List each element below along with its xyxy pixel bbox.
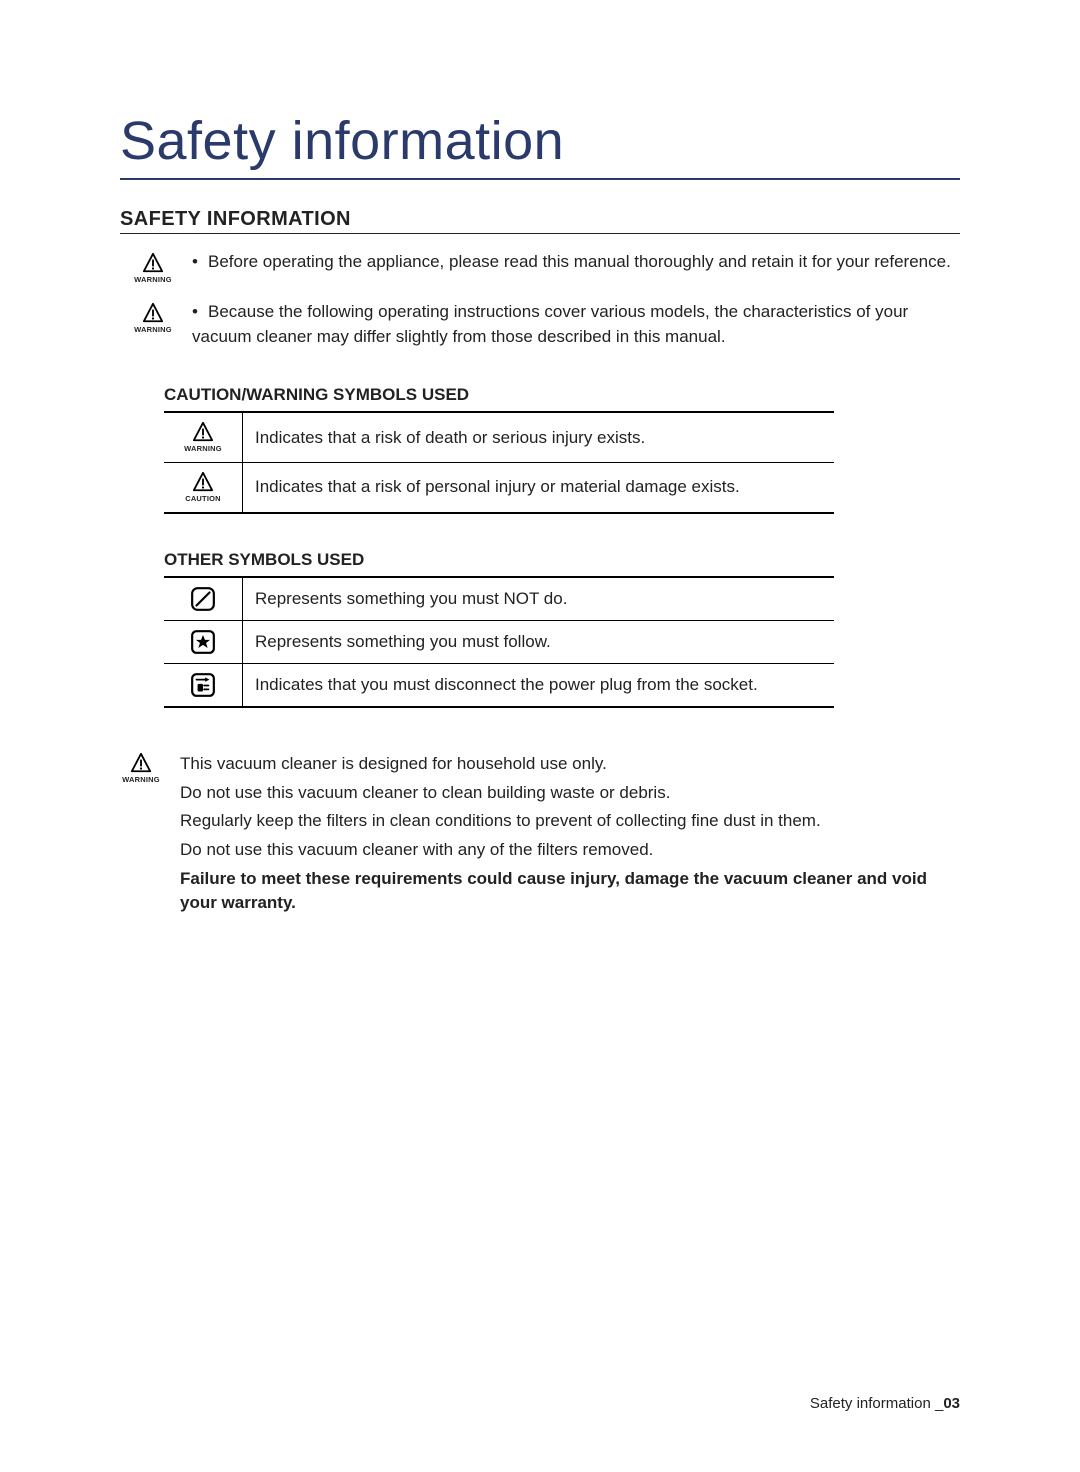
table-desc-cell: Indicates that you must disconnect the p… — [243, 663, 835, 707]
table-desc-cell: Indicates that a risk of personal injury… — [243, 463, 835, 513]
intro-item: WARNING •Because the following operating… — [120, 300, 960, 349]
subheading-other: OTHER SYMBOLS USED — [164, 550, 960, 570]
warning-icon: WARNING — [132, 252, 174, 284]
warning-paragraph: WARNING This vacuum cleaner is designed … — [120, 752, 960, 920]
warning-icon: WARNING — [120, 752, 162, 784]
other-symbols-table: Represents something you must NOT do. Re… — [164, 576, 834, 708]
intro-text: •Because the following operating instruc… — [192, 300, 960, 349]
table-icon-cell — [164, 577, 243, 621]
table-icon-cell — [164, 620, 243, 663]
table-desc-cell: Represents something you must NOT do. — [243, 577, 835, 621]
warning-text: This vacuum cleaner is designed for hous… — [180, 752, 960, 920]
caution-symbols-table: WARNING Indicates that a risk of death o… — [164, 411, 834, 514]
intro-item: WARNING •Before operating the appliance,… — [120, 250, 960, 284]
table-icon-cell — [164, 663, 243, 707]
subheading-caution: CAUTION/WARNING SYMBOLS USED — [164, 385, 960, 405]
star-box-icon — [190, 629, 216, 655]
unplug-box-icon — [190, 672, 216, 698]
table-desc-cell: Indicates that a risk of death or seriou… — [243, 412, 835, 462]
intro-text: •Before operating the appliance, please … — [192, 250, 960, 275]
table-desc-cell: Represents something you must follow. — [243, 620, 835, 663]
warning-triangle-icon — [190, 471, 216, 493]
page-title: Safety information — [120, 110, 960, 180]
page-footer: Safety information _03 — [810, 1395, 960, 1412]
warning-triangle-icon — [190, 421, 216, 443]
page: Safety information SAFETY INFORMATION WA… — [0, 0, 1080, 1472]
section-heading: SAFETY INFORMATION — [120, 208, 960, 234]
prohibit-icon — [190, 586, 216, 612]
warning-icon: WARNING — [132, 302, 174, 334]
table-icon-cell: WARNING — [164, 412, 243, 462]
table-icon-cell: CAUTION — [164, 463, 243, 513]
